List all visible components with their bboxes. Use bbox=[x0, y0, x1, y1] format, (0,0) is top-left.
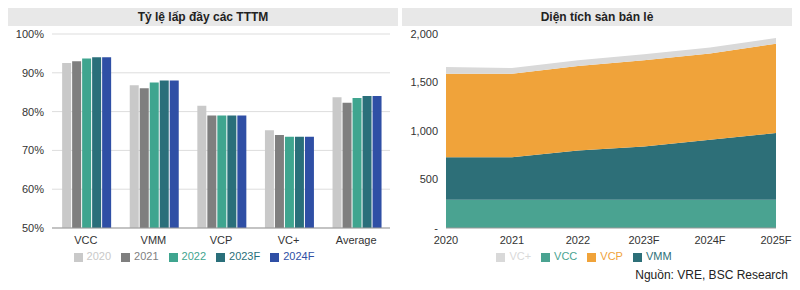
html-text:VC+: VC+ bbox=[509, 250, 532, 262]
html-text:2023F: 2023F bbox=[229, 250, 261, 262]
html-text:2024F: 2024F bbox=[283, 250, 315, 262]
svg-text:80%: 80% bbox=[22, 106, 44, 118]
html-text:2021: 2021 bbox=[134, 250, 159, 262]
svg-text:Average: Average bbox=[336, 234, 377, 246]
html-text:2022: 2022 bbox=[181, 250, 206, 262]
html-text:VCP: VCP bbox=[600, 250, 623, 262]
svg-text:VCP: VCP bbox=[210, 234, 233, 246]
html-text:2020: 2020 bbox=[86, 250, 111, 262]
svg-text:50%: 50% bbox=[22, 222, 44, 234]
svg-text:2024F: 2024F bbox=[694, 234, 725, 246]
svg-text:90%: 90% bbox=[22, 67, 44, 79]
svg-text:2023F: 2023F bbox=[628, 234, 659, 246]
svg-text:2021: 2021 bbox=[500, 234, 524, 246]
svg-text:2022: 2022 bbox=[566, 234, 590, 246]
svg-text:1,000: 1,000 bbox=[410, 125, 438, 137]
html-text:Nguồn: VRE, BSC Research: Nguồn: VRE, BSC Research bbox=[635, 268, 788, 282]
svg-text:2,000: 2,000 bbox=[410, 28, 438, 40]
svg-text:2020: 2020 bbox=[434, 234, 458, 246]
svg-text:VMM: VMM bbox=[141, 234, 167, 246]
html-text:Diện tích sàn bán lẻ: Diện tích sàn bán lẻ bbox=[540, 10, 654, 24]
svg-text:VCC: VCC bbox=[74, 234, 97, 246]
svg-text:VC+: VC+ bbox=[278, 234, 300, 246]
html-text:Tỷ lệ lấp đầy các TTTM: Tỷ lệ lấp đầy các TTTM bbox=[137, 10, 269, 24]
svg-text:60%: 60% bbox=[22, 183, 44, 195]
svg-text:70%: 70% bbox=[22, 144, 44, 156]
html-text:VMM: VMM bbox=[646, 250, 672, 262]
svg-text:100%: 100% bbox=[16, 28, 44, 40]
html-text:VCC: VCC bbox=[554, 250, 578, 262]
svg-text:-: - bbox=[434, 222, 438, 234]
svg-text:500: 500 bbox=[420, 173, 438, 185]
svg-text:2025F: 2025F bbox=[760, 234, 791, 246]
svg-text:1,500: 1,500 bbox=[410, 76, 438, 88]
